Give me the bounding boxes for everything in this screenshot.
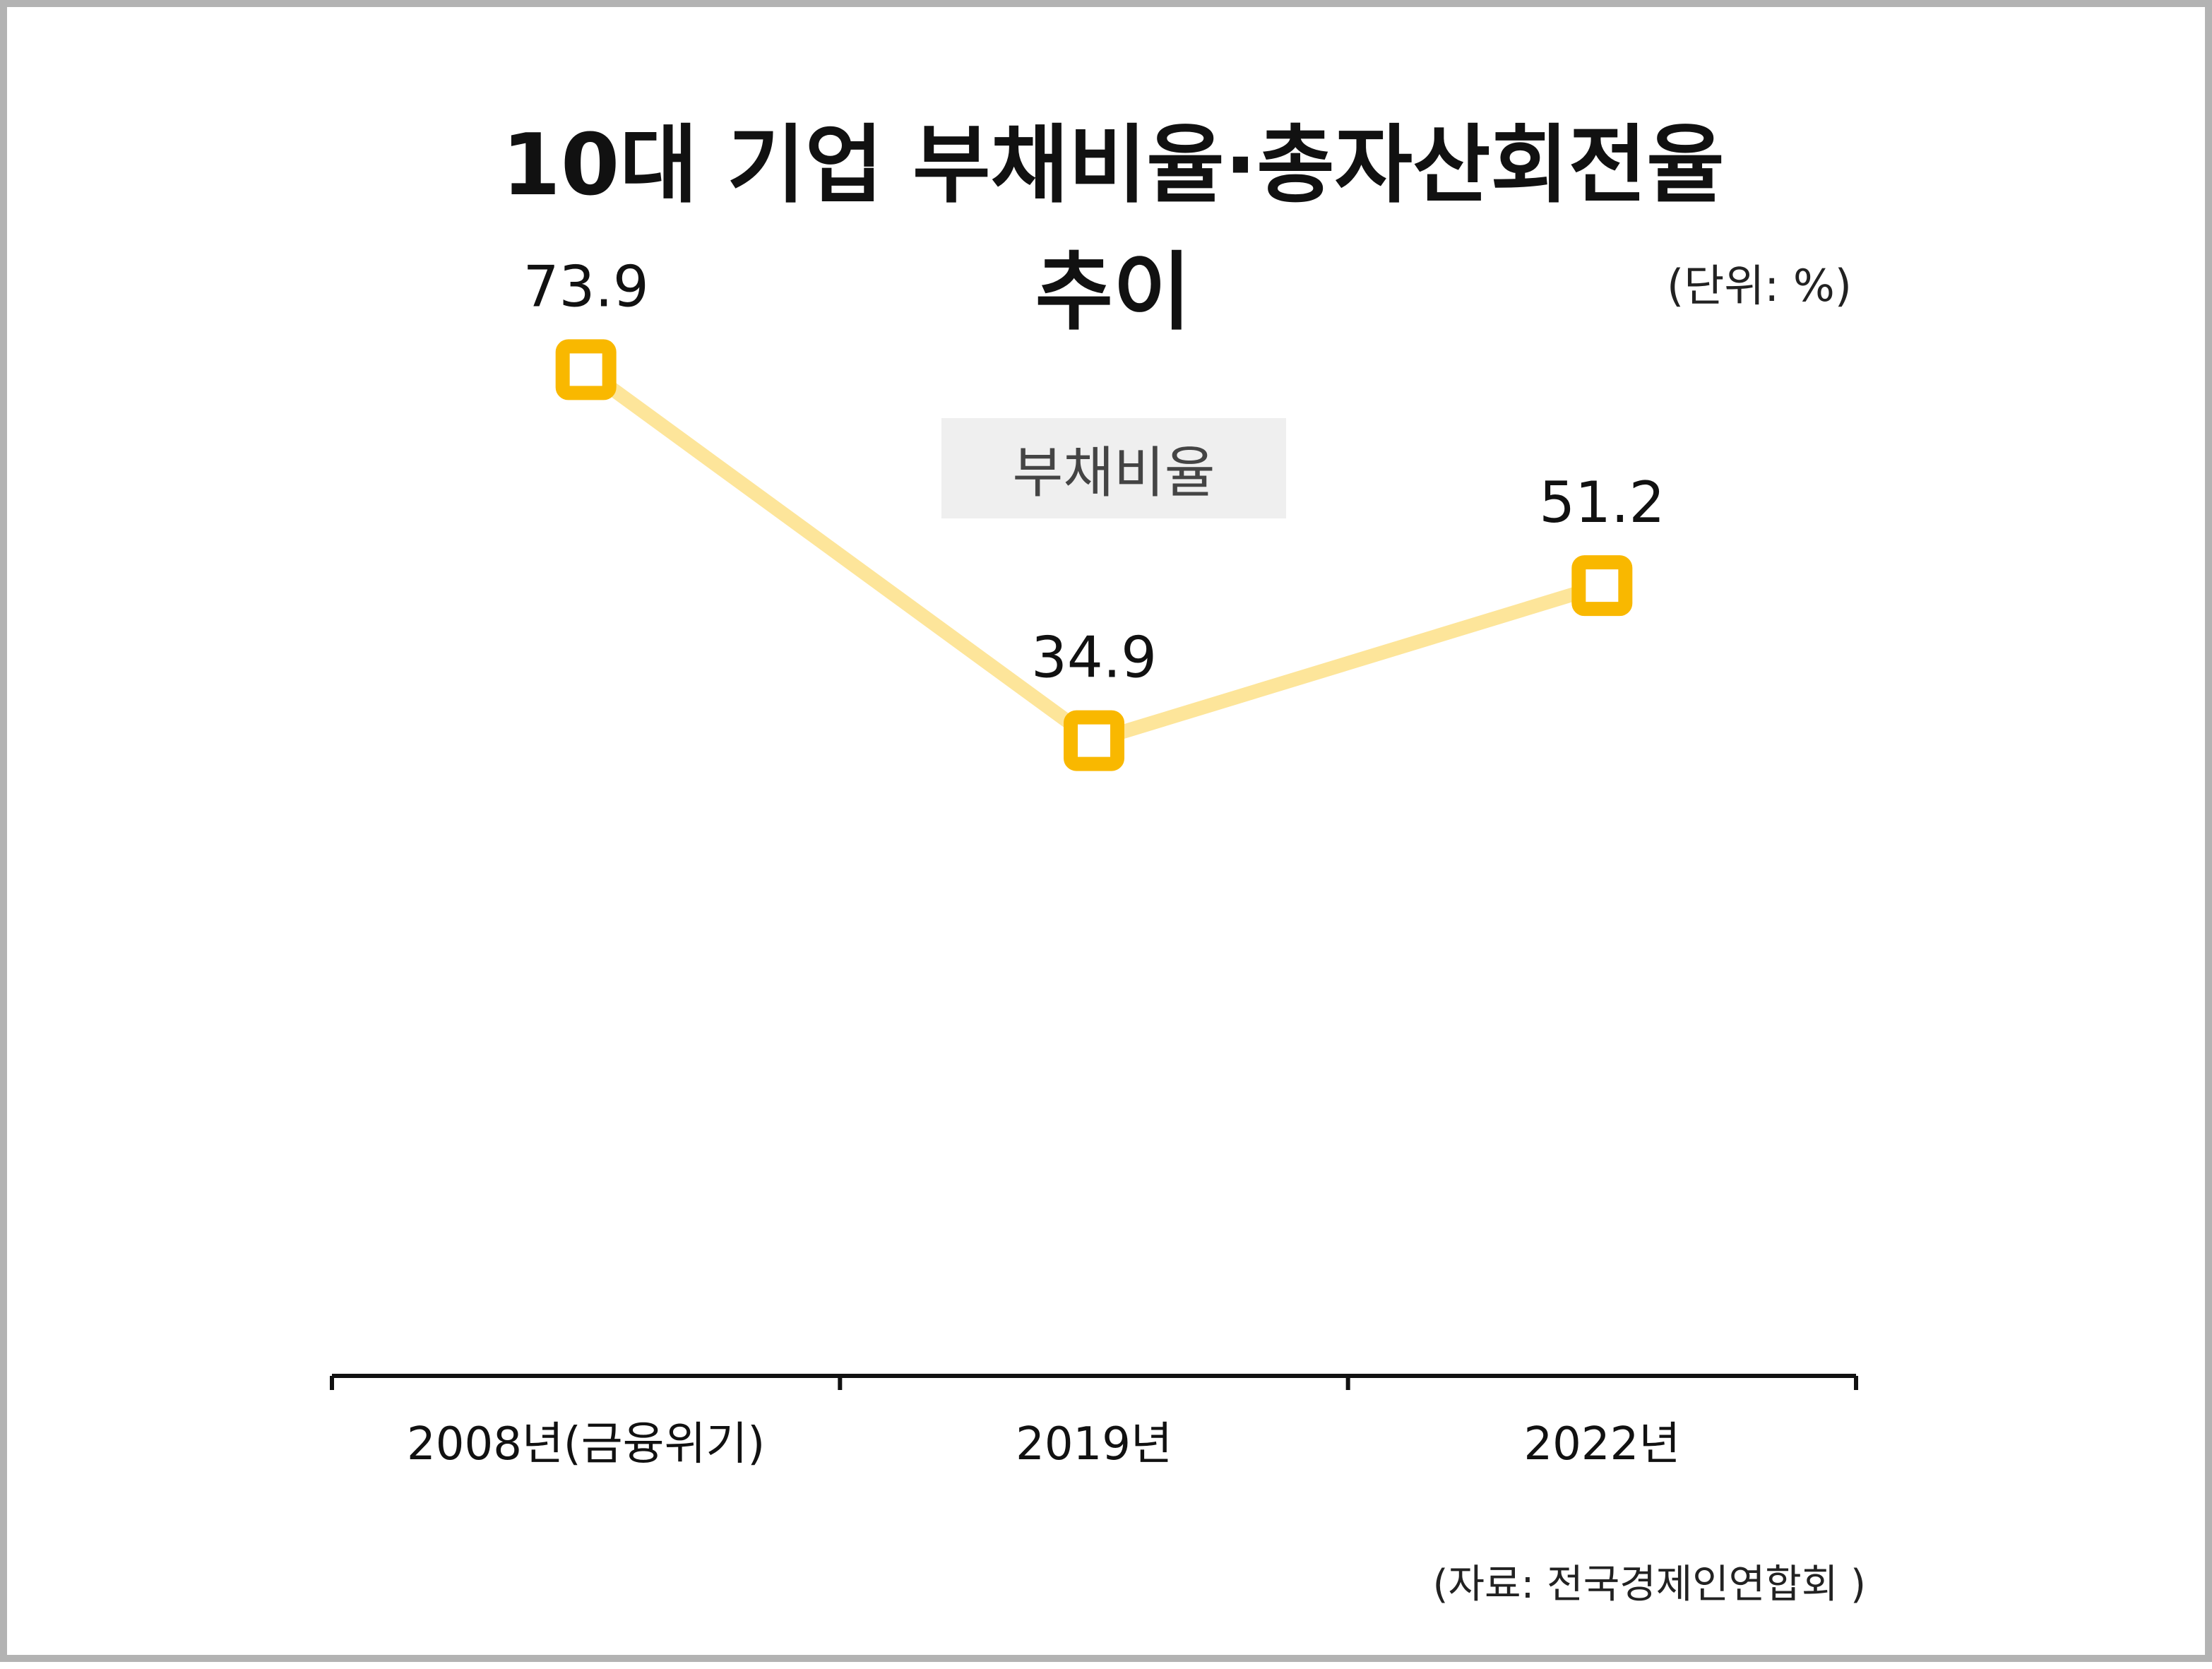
unit-label: (단위: %) xyxy=(1667,260,1852,311)
chart-title-line1: 10대 기업 부채비율·총자산회전율 xyxy=(501,117,1725,215)
data-point xyxy=(1064,710,1124,771)
data-point xyxy=(555,339,617,400)
x-tick-label-group: 2008년(금융위기) 2019년 2022년 xyxy=(407,1418,1680,1471)
data-label: 34.9 xyxy=(1031,625,1157,691)
chart-title-line2: 추이 xyxy=(1035,244,1191,342)
series-label-box: 부채비율 xyxy=(941,418,1286,518)
x-tick-label: 2008년(금융위기) xyxy=(407,1418,765,1471)
x-axis xyxy=(330,1374,1858,1390)
data-label-group: 73.9 34.9 51.2 xyxy=(523,254,1665,690)
data-label: 73.9 xyxy=(523,254,649,319)
data-label: 51.2 xyxy=(1539,470,1665,535)
line-chart: 73.9 34.9 51.2 2008년(금융위기) 2019년 2022년 xyxy=(330,254,1858,1471)
x-tick-label: 2022년 xyxy=(1523,1418,1680,1471)
data-point xyxy=(1571,555,1633,617)
source-note: (자료: 전국경제인연합회 ) xyxy=(1432,1562,1866,1608)
x-tick-label: 2019년 xyxy=(1016,1418,1172,1471)
data-point-group xyxy=(555,339,1633,771)
series-label: 부채비율 xyxy=(1012,441,1215,505)
